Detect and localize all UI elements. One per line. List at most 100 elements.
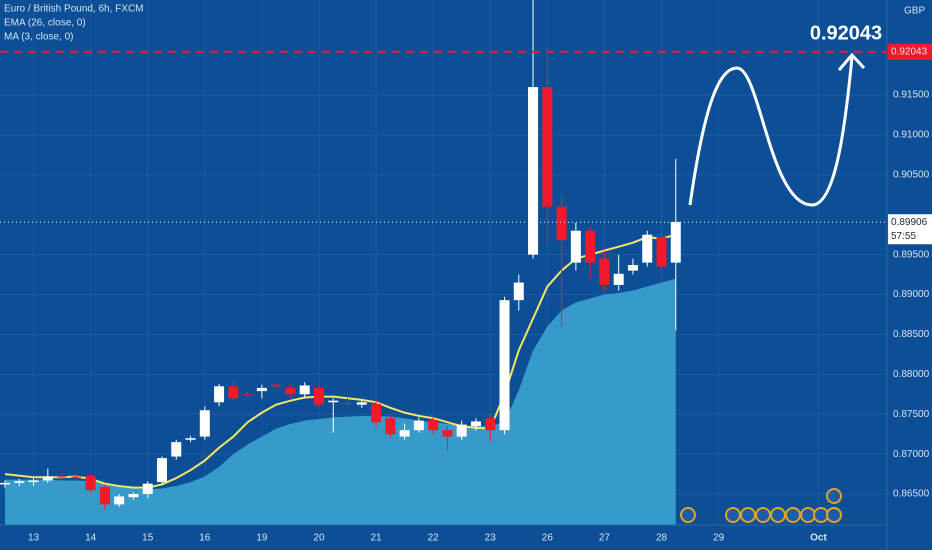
candle-body: [356, 402, 367, 405]
candle-body: [185, 438, 196, 440]
candle-body: [99, 486, 110, 505]
forecast-arrow: [688, 56, 854, 207]
ma-area: [4, 278, 676, 525]
x-tick-label: 15: [142, 533, 154, 544]
candle-body: [228, 386, 239, 399]
y-tick-label: 0.90500: [893, 169, 930, 180]
indicator-label: MA (3, close, 0): [4, 32, 73, 43]
x-tick-label: 16: [199, 533, 211, 544]
x-tick-label: 19: [256, 533, 268, 544]
target-label: 0.92043: [891, 46, 928, 57]
candle-body: [271, 384, 282, 387]
candle-body: [670, 221, 681, 263]
candle-body: [299, 385, 310, 395]
candle-body: [242, 394, 253, 396]
candle-body: [456, 424, 467, 437]
candle-body: [599, 258, 610, 285]
y-tick-label: 0.87000: [893, 449, 930, 460]
x-tick-label: 22: [428, 533, 440, 544]
y-tick-label: 0.91000: [893, 130, 930, 141]
candle-body: [313, 387, 324, 405]
x-tick-label: 26: [542, 533, 554, 544]
y-tick-label: 0.89500: [893, 249, 930, 260]
candle-body: [528, 87, 539, 255]
event-icon[interactable]: [826, 507, 842, 523]
candle-body: [513, 282, 524, 301]
target-callout: 0.92043: [810, 22, 882, 44]
chart-title: Euro / British Pound, 6h, FXCM: [4, 4, 144, 15]
currency: GBP: [904, 6, 925, 17]
event-icon[interactable]: [770, 507, 786, 523]
ema-line: [4, 233, 677, 489]
candle-body: [428, 419, 439, 431]
event-icon[interactable]: [813, 507, 829, 523]
candle-body: [613, 273, 624, 285]
candle-body: [499, 300, 510, 431]
x-tick-label: 28: [656, 533, 668, 544]
y-tick-label: 0.87500: [893, 409, 930, 420]
candle-body: [542, 87, 553, 207]
plot-layer: [0, 0, 887, 525]
x-tick-label: 27: [599, 533, 611, 544]
candle-body: [128, 494, 139, 498]
candle-body: [399, 430, 410, 437]
event-icon[interactable]: [800, 507, 816, 523]
candle-body: [142, 483, 153, 495]
candle-body: [256, 387, 267, 392]
candle-body: [556, 206, 567, 241]
candle-body: [656, 237, 667, 267]
y-tick-label: 0.89000: [893, 289, 930, 300]
candle-body: [342, 403, 353, 405]
last-price-label: 0.89906: [891, 217, 928, 228]
candle-body: [42, 476, 53, 481]
indicator-label: EMA (26, close, 0): [4, 18, 86, 29]
candle-body: [156, 458, 167, 483]
candle-body: [0, 482, 10, 485]
last-price-box: [888, 214, 932, 245]
x-tick-label: 14: [85, 533, 97, 544]
candle-body: [71, 476, 82, 478]
y-tick-label: 0.86500: [893, 489, 930, 500]
candle-body: [385, 418, 396, 435]
candle-body: [14, 481, 25, 483]
x-tick-label: 13: [28, 533, 40, 544]
candle-body: [285, 387, 296, 395]
y-tick-label: 0.88000: [893, 369, 930, 380]
target-label-box: [888, 43, 932, 60]
y-tick-label: 0.88500: [893, 329, 930, 340]
event-icon[interactable]: [826, 488, 842, 504]
arrow-head: [837, 52, 866, 71]
event-icon[interactable]: [740, 507, 756, 523]
event-icon[interactable]: [725, 507, 741, 523]
candle-body: [627, 265, 638, 271]
candle-body: [485, 418, 496, 431]
x-tick-label: Oct: [810, 533, 827, 544]
candle-body: [85, 475, 96, 491]
candle-body: [442, 430, 453, 437]
event-icons: [680, 488, 842, 523]
candle-body: [214, 386, 225, 403]
x-tick-label: 23: [485, 533, 497, 544]
candle-body: [171, 442, 182, 457]
x-tick-label: 21: [371, 533, 383, 544]
candle-body: [413, 420, 424, 431]
candle-body: [371, 403, 382, 423]
event-icon[interactable]: [785, 507, 801, 523]
candle-body: [57, 476, 68, 478]
event-icon[interactable]: [680, 507, 696, 523]
event-icon[interactable]: [755, 507, 771, 523]
candle-body: [570, 230, 581, 263]
candle-body: [642, 234, 653, 263]
countdown: 57:55: [891, 231, 916, 242]
y-tick-label: 0.91500: [893, 90, 930, 101]
candle-body: [585, 230, 596, 263]
candle-body: [28, 480, 39, 483]
x-tick-label: 29: [713, 533, 725, 544]
candle-body: [199, 410, 210, 437]
candle-body: [114, 496, 125, 505]
candle-body: [470, 421, 481, 427]
x-tick-label: 20: [313, 533, 325, 544]
candle-body: [328, 400, 339, 403]
